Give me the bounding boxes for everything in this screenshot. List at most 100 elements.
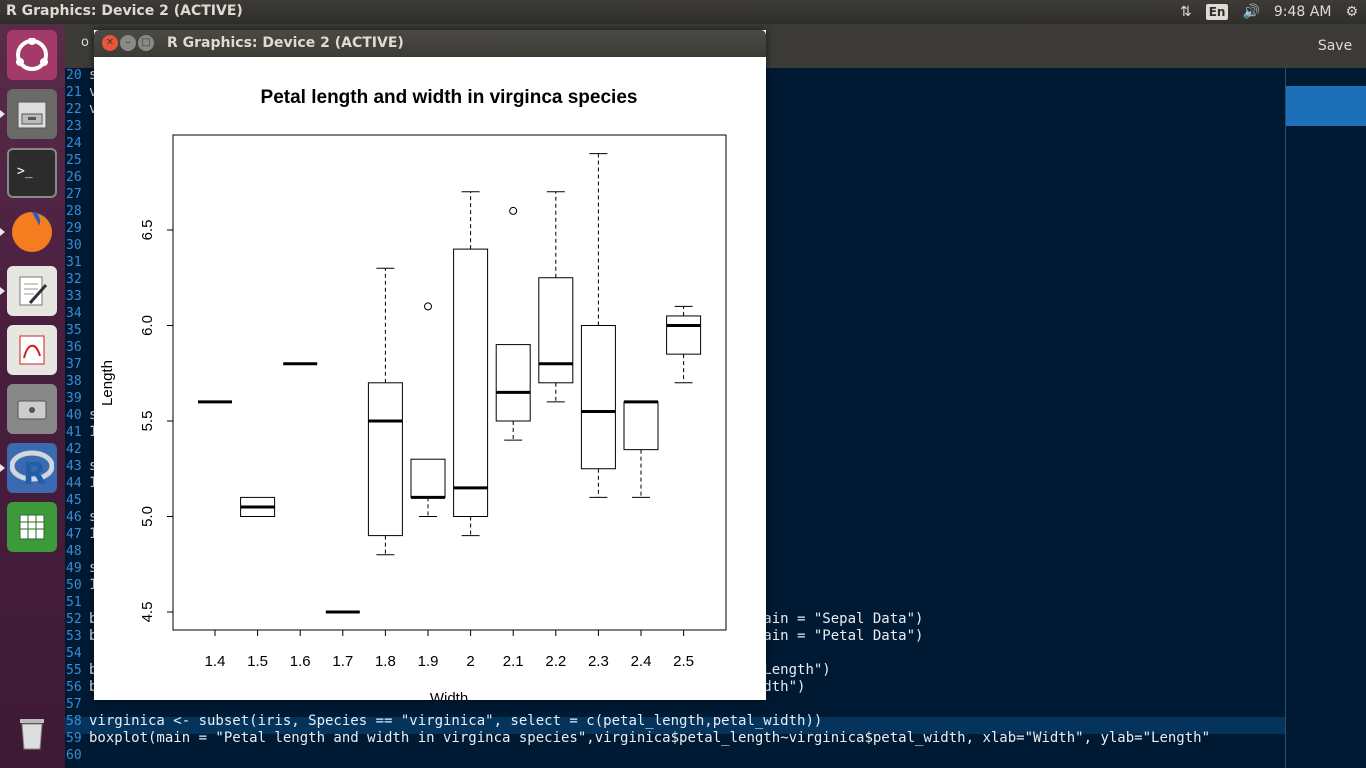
- line-number: 59: [66, 731, 82, 746]
- line-number: 58: [66, 714, 82, 729]
- box: [666, 315, 702, 355]
- line-number: 39: [66, 391, 82, 406]
- line-number: 41: [66, 425, 82, 440]
- line-number: 23: [66, 119, 82, 134]
- clock[interactable]: 9:48 AM: [1273, 4, 1332, 20]
- line-number: 44: [66, 476, 82, 491]
- running-indicator: [0, 287, 5, 295]
- x-tick-label: 1.7: [332, 653, 353, 670]
- line-number: 46: [66, 510, 82, 525]
- code-line[interactable]: s: [89, 407, 97, 424]
- r-logo-icon[interactable]: R: [7, 443, 57, 493]
- box: [410, 458, 446, 498]
- x-tick-label: 1.5: [247, 653, 268, 670]
- save-button[interactable]: Save: [1317, 38, 1353, 54]
- text-editor-icon[interactable]: [7, 266, 57, 316]
- drive-icon[interactable]: [7, 384, 57, 434]
- line-number: 25: [66, 153, 82, 168]
- line-number: 56: [66, 680, 82, 695]
- line-number: 60: [66, 748, 82, 763]
- file-cabinet-icon[interactable]: [7, 89, 57, 139]
- box: [623, 401, 659, 451]
- line-number: 53: [66, 629, 82, 644]
- maximize-icon[interactable]: □: [138, 35, 154, 51]
- active-window-title: R Graphics: Device 2 (ACTIVE): [6, 3, 243, 19]
- terminal-icon[interactable]: >_: [7, 148, 57, 198]
- r-window-title: R Graphics: Device 2 (ACTIVE): [167, 35, 404, 51]
- box: [580, 325, 616, 470]
- trash-icon[interactable]: [7, 708, 57, 758]
- line-number: 38: [66, 374, 82, 389]
- top-panel: R Graphics: Device 2 (ACTIVE) ⇅ En 🔊 9:4…: [0, 0, 1366, 24]
- line-number: 20: [66, 68, 82, 83]
- code-line[interactable]: virginica <- subset(iris, Species == "vi…: [89, 713, 823, 729]
- x-tick-label: 2.1: [503, 653, 524, 670]
- line-number-gutter: 20 21 22 23 24 25 26 27 28 29 30 31 32 33 34 35 36 37 38 39…: [65, 68, 87, 768]
- x-tick-label: 1.9: [418, 653, 439, 670]
- code-line[interactable]: s: [89, 458, 97, 475]
- line-number: 57: [66, 697, 82, 712]
- line-number: 33: [66, 289, 82, 304]
- line-number: 52: [66, 612, 82, 627]
- box: [367, 382, 403, 537]
- minimize-icon[interactable]: –: [120, 35, 136, 51]
- y-tick-label: 4.5: [139, 602, 156, 623]
- line-number: 40: [66, 408, 82, 423]
- svg-text:>_: >_: [17, 164, 33, 179]
- scrollbar-overview[interactable]: [1285, 68, 1366, 768]
- code-line[interactable]: 1: [89, 526, 97, 543]
- line-number: 27: [66, 187, 82, 202]
- plot-frame: [172, 134, 727, 631]
- volume-icon[interactable]: 🔊: [1242, 4, 1260, 20]
- line-number: 29: [66, 221, 82, 236]
- x-tick-label: 1.8: [375, 653, 396, 670]
- line-number: 37: [66, 357, 82, 372]
- x-tick-label: 2: [466, 653, 474, 670]
- line-number: 21: [66, 85, 82, 100]
- line-number: 28: [66, 204, 82, 219]
- line-number: 55: [66, 663, 82, 678]
- x-tick-label: 2.2: [545, 653, 566, 670]
- spreadsheet-icon[interactable]: [7, 502, 57, 552]
- code-line[interactable]: 1: [89, 424, 97, 441]
- x-tick-label: 2.5: [673, 653, 694, 670]
- launcher: >_ R: [0, 24, 65, 768]
- r-graphics-window: ✕ – □ R Graphics: Device 2 (ACTIVE) Peta…: [94, 30, 766, 700]
- x-tick-label: 2.3: [588, 653, 609, 670]
- boxplot-chart: Petal length and width in virginca speci…: [99, 87, 727, 700]
- code-line[interactable]: v: [89, 101, 97, 118]
- x-axis-label: Width: [430, 690, 468, 700]
- code-line[interactable]: 1: [89, 577, 97, 594]
- outlier-point: [509, 206, 518, 215]
- firefox-icon[interactable]: [7, 207, 57, 257]
- code-line[interactable]: v: [89, 84, 97, 101]
- network-icon[interactable]: ⇅: [1179, 4, 1192, 20]
- line-number: 31: [66, 255, 82, 270]
- r-window-titlebar[interactable]: ✕ – □ R Graphics: Device 2 (ACTIVE): [94, 30, 766, 57]
- x-tick-label: 1.4: [205, 653, 226, 670]
- line-number: 35: [66, 323, 82, 338]
- box: [453, 248, 489, 517]
- keyboard-language-indicator[interactable]: En: [1205, 4, 1229, 20]
- scrollbar-thumb[interactable]: [1286, 86, 1366, 126]
- line-number: 45: [66, 493, 82, 508]
- line-number: 43: [66, 459, 82, 474]
- gear-icon[interactable]: ⚙: [1345, 4, 1358, 20]
- code-line[interactable]: s: [89, 509, 97, 526]
- line-number: 36: [66, 340, 82, 355]
- line-number: 30: [66, 238, 82, 253]
- line-number: 34: [66, 306, 82, 321]
- line-number: 24: [66, 136, 82, 151]
- code-line[interactable]: s: [89, 68, 97, 84]
- close-icon[interactable]: ✕: [102, 35, 118, 51]
- ubuntu-logo-icon[interactable]: [7, 30, 57, 80]
- open-button[interactable]: o: [81, 35, 89, 50]
- line-number: 47: [66, 527, 82, 542]
- code-line[interactable]: 1: [89, 475, 97, 492]
- current-line-highlight: [65, 717, 1285, 734]
- code-line[interactable]: s: [89, 560, 97, 577]
- document-viewer-icon[interactable]: [7, 325, 57, 375]
- y-tick-label: 6.5: [139, 220, 156, 241]
- code-line[interactable]: boxplot(main = "Petal length and width i…: [89, 730, 1211, 746]
- running-indicator: [0, 464, 5, 472]
